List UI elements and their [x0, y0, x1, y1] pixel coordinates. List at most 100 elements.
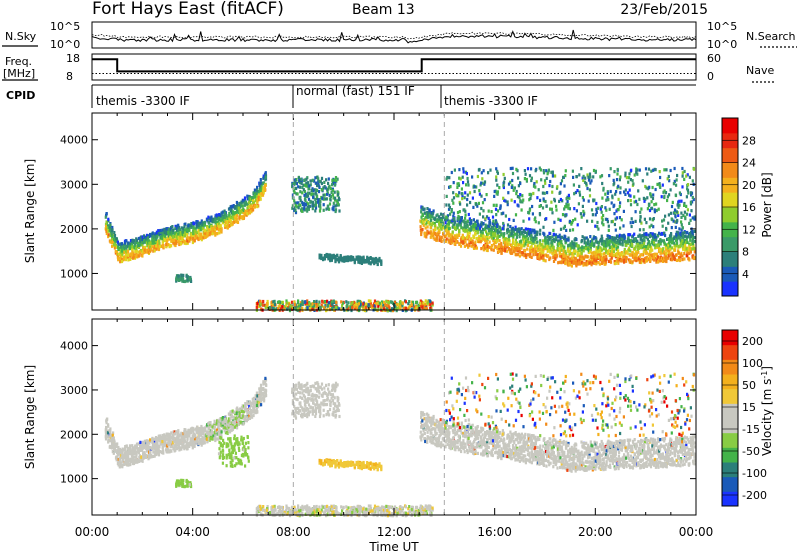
- power-cell: [260, 181, 263, 185]
- power-cell: [235, 215, 238, 219]
- power-cell: [612, 246, 615, 251]
- velocity-cell: [130, 451, 133, 455]
- velocity-cell: [110, 440, 113, 444]
- power-cell: [582, 213, 585, 217]
- power-cell: [681, 166, 684, 171]
- power-cell: [649, 258, 652, 262]
- power-cell: [458, 232, 461, 236]
- power-cell: [429, 216, 432, 220]
- power-cell: [296, 301, 300, 305]
- power-cell: [545, 217, 548, 221]
- power-cell: [688, 175, 691, 179]
- power-cell: [435, 219, 438, 223]
- power-cell: [523, 177, 526, 181]
- velocity-cell: [109, 434, 112, 438]
- power-cell: [175, 239, 178, 243]
- power-cell: [307, 207, 310, 211]
- power-cell: [183, 224, 186, 229]
- power-cell: [558, 250, 561, 255]
- power-cell: [424, 231, 427, 235]
- power-cell: [540, 248, 543, 252]
- power-cell: [591, 238, 594, 242]
- power-cell: [445, 177, 448, 181]
- power-cell: [295, 182, 298, 186]
- power-cell: [658, 184, 661, 188]
- power-cell: [612, 238, 615, 242]
- power-cell: [267, 306, 270, 310]
- power-cell: [456, 223, 459, 227]
- power-cell: [653, 235, 657, 239]
- power-cell: [408, 304, 412, 308]
- power-cell: [322, 186, 325, 190]
- power-cell: [334, 208, 338, 212]
- power-cell: [522, 237, 525, 241]
- power-cell: [571, 246, 574, 250]
- power-cell: [690, 235, 693, 239]
- power-cell: [624, 251, 627, 255]
- power-cell: [504, 199, 507, 203]
- power-cell: [424, 307, 427, 311]
- power-cell: [674, 257, 677, 262]
- power-cell: [451, 225, 454, 229]
- power-cell: [117, 252, 121, 256]
- power-cell: [540, 251, 543, 255]
- power-cell: [436, 226, 439, 230]
- power-cell: [558, 242, 561, 246]
- power-cell: [492, 219, 495, 223]
- power-cell: [235, 200, 238, 205]
- power-cell: [679, 255, 682, 259]
- velocity-cell: [111, 445, 114, 449]
- power-cell: [691, 230, 694, 234]
- power-cell: [502, 223, 505, 227]
- power-cell: [157, 245, 160, 249]
- power-cell: [509, 180, 512, 184]
- power-cell: [545, 169, 548, 173]
- power-cell: [412, 303, 415, 307]
- power-cell: [419, 299, 422, 303]
- power-cell: [374, 258, 378, 262]
- power-cell: [143, 250, 146, 254]
- power-cell: [680, 223, 683, 227]
- power-cell: [512, 188, 515, 192]
- power-cell: [355, 303, 358, 307]
- power-cell: [562, 249, 565, 254]
- power-cell: [663, 252, 666, 256]
- power-cell: [185, 279, 188, 283]
- velocity-cell: [105, 419, 108, 423]
- power-cell: [428, 210, 431, 215]
- power-cell: [542, 169, 545, 173]
- power-cell: [264, 171, 267, 175]
- power-cell: [554, 233, 558, 237]
- power-cell: [404, 306, 407, 310]
- power-cell: [562, 175, 565, 179]
- power-cell: [447, 222, 450, 226]
- power-cell: [452, 223, 455, 227]
- power-cell: [571, 220, 574, 225]
- power-cell: [358, 299, 361, 304]
- power-cell: [142, 241, 145, 245]
- power-cell: [318, 256, 321, 260]
- power-cell: [610, 251, 614, 255]
- colorbar-tick-label: 16: [742, 201, 756, 214]
- power-cell: [495, 220, 498, 224]
- power-cell: [429, 302, 432, 307]
- power-cell: [336, 254, 339, 258]
- power-cell: [322, 193, 325, 197]
- power-cell: [464, 237, 467, 241]
- power-cell: [136, 254, 139, 258]
- station-title: Fort Hays East (fitACF): [92, 0, 284, 19]
- power-cell: [615, 209, 618, 213]
- power-cell: [585, 181, 588, 186]
- power-cell: [566, 238, 569, 242]
- power-cell: [169, 235, 172, 239]
- power-cell: [638, 241, 641, 245]
- power-cell: [485, 193, 488, 197]
- power-cell: [664, 233, 667, 238]
- power-cell: [647, 241, 650, 245]
- power-cell: [571, 169, 574, 173]
- power-cell: [498, 186, 501, 190]
- power-cell: [294, 201, 297, 205]
- power-cell: [219, 228, 223, 233]
- power-cell: [511, 184, 514, 188]
- power-cell: [431, 303, 434, 307]
